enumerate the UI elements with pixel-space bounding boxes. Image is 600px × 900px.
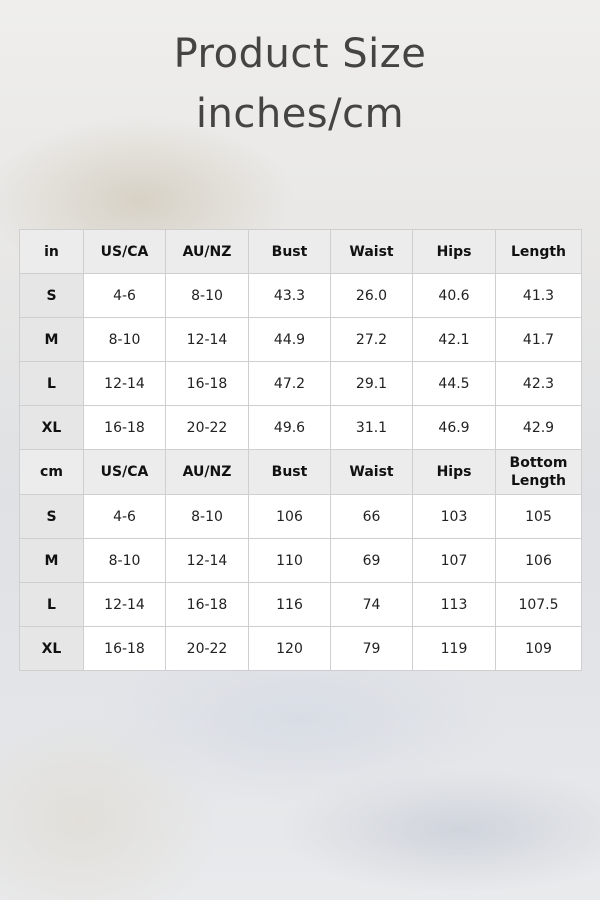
- size-label: S: [19, 494, 84, 539]
- table-row: M 8-10 12-14 110 69 107 106: [19, 538, 582, 583]
- table-row: S 4-6 8-10 43.3 26.0 40.6 41.3: [19, 273, 582, 318]
- table-cell: 40.6: [412, 273, 496, 318]
- table-cell: 79: [330, 626, 413, 671]
- table-cell: 8-10: [165, 273, 249, 318]
- table-cell: 42.9: [495, 405, 582, 450]
- table-cell: 69: [330, 538, 413, 583]
- table-cell: 116: [248, 582, 331, 627]
- table-cell: 42.3: [495, 361, 582, 406]
- table-row: S 4-6 8-10 106 66 103 105: [19, 494, 582, 539]
- table-cell: 103: [412, 494, 496, 539]
- table-cell: 113: [412, 582, 496, 627]
- header-row: in US/CA AU/NZ Bust Waist Hips Length: [19, 229, 582, 274]
- table-cell: 41.3: [495, 273, 582, 318]
- table-cell: 110: [248, 538, 331, 583]
- size-label: M: [19, 317, 84, 362]
- table-cell: 8-10: [83, 317, 166, 362]
- table-row: XL 16-18 20-22 120 79 119 109: [19, 626, 582, 671]
- table-cell: 74: [330, 582, 413, 627]
- table-cell: 12-14: [83, 361, 166, 406]
- page-title: Product Size: [173, 31, 427, 77]
- table-cell: 31.1: [330, 405, 413, 450]
- table-cell: 46.9: [412, 405, 496, 450]
- size-label: L: [19, 582, 84, 627]
- table-cell: 66: [330, 494, 413, 539]
- table-cell: 119: [412, 626, 496, 671]
- table-cell: 8-10: [83, 538, 166, 583]
- table-row: XL 16-18 20-22 49.6 31.1 46.9 42.9: [19, 405, 582, 450]
- table-cell: 44.9: [248, 317, 331, 362]
- page-subtitle: inches/cm: [195, 91, 405, 137]
- column-header: US/CA: [83, 449, 166, 495]
- table-cell: 16-18: [83, 405, 166, 450]
- column-header: Bust: [248, 229, 331, 274]
- column-header: Hips: [412, 449, 496, 495]
- table-cell: 120: [248, 626, 331, 671]
- table-cell: 107: [412, 538, 496, 583]
- table-row: L 12-14 16-18 47.2 29.1 44.5 42.3: [19, 361, 582, 406]
- table-row: M 8-10 12-14 44.9 27.2 42.1 41.7: [19, 317, 582, 362]
- column-header: Length: [495, 229, 582, 274]
- table-cell: 29.1: [330, 361, 413, 406]
- column-header: AU/NZ: [165, 449, 249, 495]
- table-cell: 16-18: [165, 582, 249, 627]
- table-row: L 12-14 16-18 116 74 113 107.5: [19, 582, 582, 627]
- table-cell: 20-22: [165, 405, 249, 450]
- table-cell: 12-14: [165, 317, 249, 362]
- table-cell: 20-22: [165, 626, 249, 671]
- unit-header: in: [19, 229, 84, 274]
- size-label: XL: [19, 405, 84, 450]
- table-cell: 43.3: [248, 273, 331, 318]
- size-table-inches: in US/CA AU/NZ Bust Waist Hips Length S 4-6 8-10 4…: [19, 229, 582, 450]
- table-cell: 16-18: [83, 626, 166, 671]
- column-header: Waist: [330, 449, 413, 495]
- table-cell: 47.2: [248, 361, 331, 406]
- column-header: US/CA: [83, 229, 166, 274]
- table-cell: 12-14: [83, 582, 166, 627]
- table-cell: 4-6: [83, 494, 166, 539]
- table-cell: 42.1: [412, 317, 496, 362]
- column-header: Bottom Length: [495, 449, 582, 495]
- size-label: L: [19, 361, 84, 406]
- table-cell: 44.5: [412, 361, 496, 406]
- column-header: Bust: [248, 449, 331, 495]
- table-cell: 49.6: [248, 405, 331, 450]
- column-header: Hips: [412, 229, 496, 274]
- unit-header: cm: [19, 449, 84, 495]
- size-label: S: [19, 273, 84, 318]
- table-cell: 41.7: [495, 317, 582, 362]
- size-table-cm: cm US/CA AU/NZ Bust Waist Hips Bottom Length S 4…: [19, 449, 582, 671]
- table-cell: 106: [495, 538, 582, 583]
- table-cell: 109: [495, 626, 582, 671]
- table-cell: 107.5: [495, 582, 582, 627]
- size-label: XL: [19, 626, 84, 671]
- table-cell: 26.0: [330, 273, 413, 318]
- column-header: Waist: [330, 229, 413, 274]
- table-cell: 105: [495, 494, 582, 539]
- column-header: AU/NZ: [165, 229, 249, 274]
- header-row: cm US/CA AU/NZ Bust Waist Hips Bottom Length: [19, 449, 582, 495]
- table-cell: 16-18: [165, 361, 249, 406]
- size-label: M: [19, 538, 84, 583]
- table-cell: 27.2: [330, 317, 413, 362]
- table-cell: 12-14: [165, 538, 249, 583]
- table-cell: 4-6: [83, 273, 166, 318]
- table-cell: 8-10: [165, 494, 249, 539]
- table-cell: 106: [248, 494, 331, 539]
